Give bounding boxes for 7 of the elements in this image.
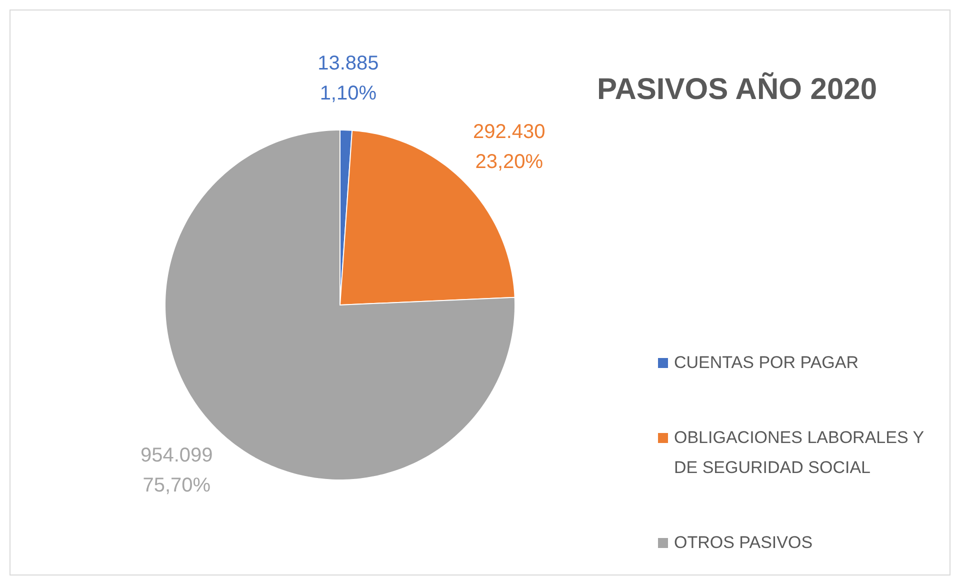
text: PASIVOS AÑO 2020 — [596, 72, 878, 106]
legend-label: CUENTAS POR PAGAR — [674, 353, 859, 372]
legend-label: OBLIGACIONES LABORALES Y DE SEGURIDAD SOCIAL — [674, 428, 924, 477]
legend-label: OTROS PASIVOS — [674, 533, 813, 552]
data-label: 292.430 23,20% — [473, 121, 546, 174]
data-label: 954.099 75,70% — [140, 444, 213, 496]
data-label: 13.885 1,10% — [318, 52, 379, 105]
